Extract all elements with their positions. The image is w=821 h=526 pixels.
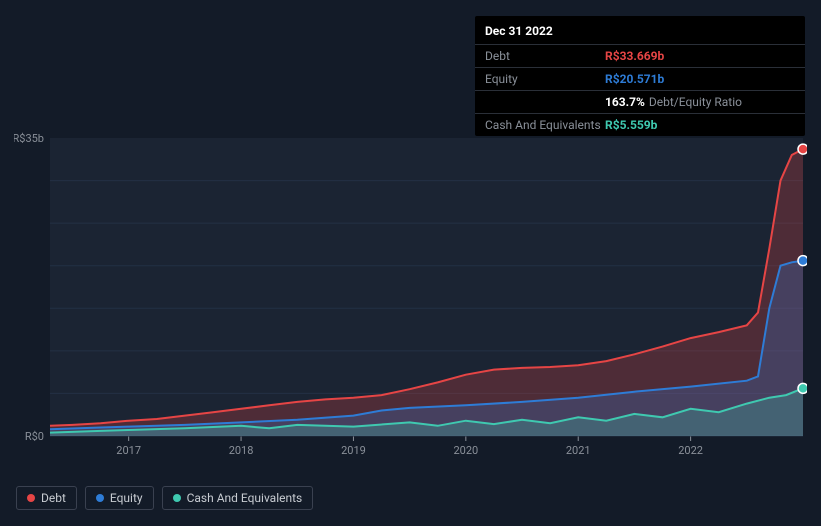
x-axis-label: 2022: [678, 444, 703, 457]
x-axis-label: 2020: [453, 444, 478, 457]
tooltip-row: DebtR$33.669b: [475, 44, 805, 67]
legend-item[interactable]: Cash And Equivalents: [162, 486, 314, 510]
chart-legend: Debt Equity Cash And Equivalents: [16, 486, 313, 510]
tooltip-label: Debt: [485, 49, 605, 63]
x-axis-label: 2021: [566, 444, 591, 457]
y-axis-label: R$0: [25, 430, 44, 443]
legend-swatch: [96, 494, 104, 502]
series-end-marker: [798, 256, 807, 266]
legend-label: Cash And Equivalents: [187, 491, 303, 505]
legend-item[interactable]: Debt: [16, 486, 77, 510]
tooltip-row: 163.7%Debt/Equity Ratio: [475, 90, 805, 113]
tooltip-row: EquityR$20.571b: [475, 67, 805, 90]
tooltip-label: [485, 95, 605, 109]
y-axis-label: R$35b: [14, 132, 44, 145]
tooltip-value: R$33.669b: [605, 49, 664, 63]
legend-item[interactable]: Equity: [85, 486, 154, 510]
tooltip-date: Dec 31 2022: [475, 16, 805, 44]
tooltip-label: Cash And Equivalents: [485, 118, 605, 132]
tooltip-value: R$5.559b: [605, 118, 657, 132]
tooltip-value: R$20.571b: [605, 72, 664, 86]
chart-tooltip: Dec 31 2022 DebtR$33.669bEquityR$20.571b…: [475, 16, 805, 136]
tooltip-label: Equity: [485, 72, 605, 86]
series-end-marker: [798, 383, 807, 393]
legend-swatch: [27, 494, 35, 502]
legend-label: Equity: [110, 491, 143, 505]
debt-equity-chart: R$0 R$35b 2017 2018 2019 2020 2021 2022: [14, 120, 807, 466]
x-axis-label: 2019: [341, 444, 366, 457]
x-axis-label: 2017: [116, 444, 141, 457]
tooltip-row: Cash And EquivalentsR$5.559b: [475, 113, 805, 136]
series-end-marker: [798, 144, 807, 154]
legend-swatch: [173, 494, 181, 502]
tooltip-extra: Debt/Equity Ratio: [649, 95, 742, 109]
legend-label: Debt: [41, 491, 66, 505]
x-axis-label: 2018: [229, 444, 254, 457]
tooltip-value: 163.7%Debt/Equity Ratio: [605, 95, 742, 109]
